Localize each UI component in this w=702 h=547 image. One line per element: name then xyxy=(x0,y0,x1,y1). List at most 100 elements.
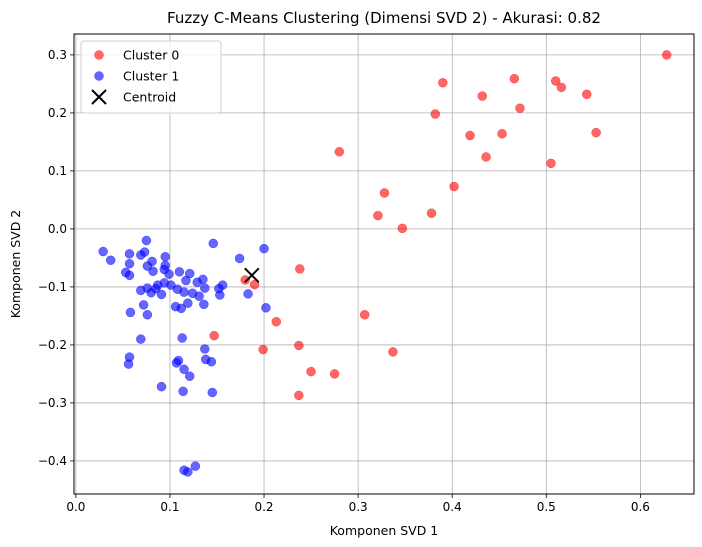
cluster-1-point xyxy=(199,299,209,310)
centroid-marker xyxy=(244,267,260,284)
cluster-1-point xyxy=(179,364,189,375)
cluster-1-point xyxy=(174,267,185,277)
legend-cluster-0-marker xyxy=(94,50,104,60)
y-axis: −0.4 −0.3 −0.2 −0.1 0.0 0.1 0.2 0.3 xyxy=(38,48,74,468)
x-tick-label: 0.2 xyxy=(254,500,273,514)
y-tick-label: −0.1 xyxy=(38,280,67,294)
x-axis: 0.0 0.1 0.2 0.3 0.4 0.5 0.6 xyxy=(66,494,650,514)
y-tick-label: 0.3 xyxy=(48,48,67,62)
cluster-1-point xyxy=(156,381,167,392)
cluster-0-point xyxy=(306,366,316,377)
cluster-0-point xyxy=(515,103,525,113)
cluster-1-point xyxy=(259,243,269,254)
cluster-1-point xyxy=(148,266,158,277)
grid xyxy=(74,34,694,494)
cluster-1-point xyxy=(208,238,218,249)
x-tick-label: 0.3 xyxy=(349,500,368,514)
legend-label: Cluster 0 xyxy=(123,48,179,63)
cluster-1-point xyxy=(200,344,210,354)
cluster-0-point xyxy=(497,129,507,139)
cluster-0-point xyxy=(546,158,556,169)
cluster-1-point xyxy=(243,289,253,299)
cluster-1-point xyxy=(146,287,156,298)
x-tick-label: 0.5 xyxy=(537,500,556,514)
cluster-0-point xyxy=(430,109,441,119)
cluster-0-point xyxy=(209,330,219,341)
cluster-1-point xyxy=(200,354,211,365)
cluster-1-point xyxy=(123,359,134,369)
y-tick-label: 0.2 xyxy=(48,106,67,120)
legend-box xyxy=(80,40,222,114)
x-tick-label: 0.4 xyxy=(443,500,462,514)
x-axis-title: Komponen SVD 1 xyxy=(330,523,439,538)
plot-frame xyxy=(73,33,695,495)
cluster-0-point xyxy=(438,77,448,88)
cluster-0-point xyxy=(294,340,304,351)
cluster-0-point xyxy=(271,316,282,327)
y-tick-label: −0.4 xyxy=(38,454,67,468)
legend-label: Centroid xyxy=(123,90,176,105)
cluster-0-point xyxy=(481,152,491,162)
cluster-1-point xyxy=(124,249,135,259)
cluster-1-point xyxy=(125,307,136,318)
chart-title: Fuzzy C-Means Clustering (Dimensi SVD 2)… xyxy=(167,9,601,27)
y-tick-label: 0.0 xyxy=(48,222,67,236)
cluster-1-point xyxy=(164,269,174,279)
cluster-1-point xyxy=(176,303,187,314)
cluster-0-point xyxy=(591,127,601,138)
cluster-1-point xyxy=(124,258,135,269)
cluster-1-point xyxy=(207,387,218,398)
x-tick-label: 0.0 xyxy=(66,500,85,514)
cluster-1-point xyxy=(190,461,201,471)
cluster-0-point xyxy=(465,130,475,141)
cluster-0-point xyxy=(550,76,561,86)
cluster-1-point xyxy=(183,298,193,308)
centroid-stroke xyxy=(244,267,260,284)
cluster-0-point xyxy=(661,50,672,60)
cluster-1-point xyxy=(142,310,153,320)
cluster-0-point xyxy=(334,147,345,157)
y-tick-label: −0.2 xyxy=(38,338,67,352)
cluster-1-point xyxy=(261,303,271,313)
cluster-0-point xyxy=(329,369,340,379)
cluster-1-point xyxy=(177,333,187,343)
cluster-1-point xyxy=(160,251,171,262)
cluster-1-point xyxy=(98,246,108,257)
cluster-1-point xyxy=(141,235,152,246)
cluster-1-point xyxy=(194,291,204,301)
y-tick-label: −0.3 xyxy=(38,396,67,410)
cluster-1-point xyxy=(179,287,189,297)
cluster-0-point xyxy=(359,310,370,320)
cluster-0-point xyxy=(295,264,305,274)
cluster-0-point xyxy=(397,223,408,234)
cluster-0-point xyxy=(379,188,390,198)
cluster-1-point xyxy=(198,274,208,285)
legend-centroid-marker xyxy=(91,89,107,105)
x-tick-label: 0.1 xyxy=(160,500,179,514)
cluster-1-point xyxy=(215,290,225,300)
cluster-1-point xyxy=(136,334,146,344)
cluster-1-point xyxy=(183,467,193,477)
data-points xyxy=(98,50,672,477)
cluster-0-point xyxy=(388,347,398,357)
cluster-1-point xyxy=(136,285,146,296)
cluster-0-point xyxy=(426,208,437,218)
cluster-0-point xyxy=(294,390,304,401)
cluster-1-point xyxy=(124,270,135,281)
cluster-1-point xyxy=(234,253,245,264)
cluster-0-point xyxy=(373,210,383,221)
cluster-0-point xyxy=(449,181,459,192)
cluster-0-point xyxy=(477,91,488,101)
legend-cluster-1-marker xyxy=(94,71,104,81)
cluster-0-point xyxy=(581,89,592,100)
y-axis-title: Komponen SVD 2 xyxy=(8,210,23,319)
cluster-1-point xyxy=(105,255,116,265)
cluster-0-point xyxy=(240,275,250,285)
legend-label: Cluster 1 xyxy=(123,69,179,84)
cluster-1-point xyxy=(178,386,188,397)
cluster-1-point xyxy=(181,275,191,286)
cluster-0-point xyxy=(556,82,567,93)
cluster-1-point xyxy=(138,300,149,310)
cluster-1-point xyxy=(171,358,182,368)
cluster-1-point xyxy=(200,283,210,293)
